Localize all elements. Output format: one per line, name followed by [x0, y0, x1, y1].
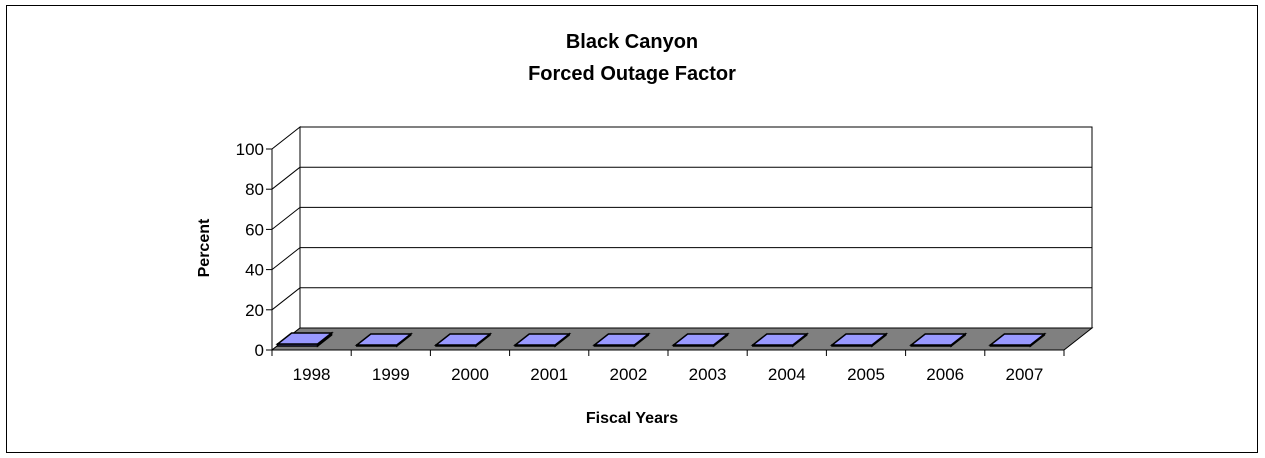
- bar: [988, 332, 1047, 348]
- x-tick-label: 1998: [293, 365, 331, 384]
- gridline-side: [271, 287, 301, 311]
- x-tick-label: 2003: [689, 365, 727, 384]
- y-tick-label: 0: [255, 341, 264, 360]
- chart-title: Black Canyon: [566, 31, 698, 53]
- chart-subtitle: Forced Outage Factor: [528, 63, 736, 85]
- bar: [275, 331, 334, 348]
- bar-top: [275, 332, 334, 345]
- x-tick-label: 2000: [451, 365, 489, 384]
- bar-top: [433, 333, 493, 346]
- back-wall: [299, 126, 1093, 329]
- y-tick-label: 20: [245, 301, 264, 320]
- y-tick-label: 80: [245, 180, 264, 199]
- bar-top: [354, 333, 413, 346]
- x-tick-label: 1999: [372, 365, 410, 384]
- bar-top: [592, 333, 651, 346]
- bar: [592, 332, 651, 348]
- bar: [909, 332, 968, 348]
- bar-top: [671, 333, 730, 346]
- bar-top: [513, 333, 572, 346]
- side-wall: [271, 125, 301, 352]
- y-tick-label: 100: [236, 140, 264, 159]
- bar-top: [750, 333, 809, 346]
- gridline-side: [271, 207, 301, 230]
- bar: [750, 332, 809, 348]
- bar: [513, 332, 572, 348]
- y-tick-label: 60: [245, 220, 264, 239]
- bar-top: [829, 333, 889, 346]
- gridline-side: [271, 166, 301, 190]
- x-tick-label: 2002: [609, 365, 647, 384]
- bar: [829, 332, 889, 348]
- gridline-side: [271, 247, 301, 270]
- y-tick-label: 40: [245, 261, 264, 280]
- bar: [354, 332, 413, 348]
- bar: [671, 332, 730, 348]
- bar-top: [988, 333, 1047, 346]
- y-axis-title: Percent: [196, 218, 213, 277]
- x-tick-label: 2001: [530, 365, 568, 384]
- x-tick-label: 2007: [1005, 365, 1043, 384]
- x-axis-title: Fiscal Years: [586, 410, 678, 427]
- x-tick-label: 2004: [768, 365, 806, 384]
- bar-top: [909, 333, 968, 346]
- bar: [433, 332, 493, 348]
- x-tick-label: 2006: [926, 365, 964, 384]
- x-tick-label: 2005: [847, 365, 885, 384]
